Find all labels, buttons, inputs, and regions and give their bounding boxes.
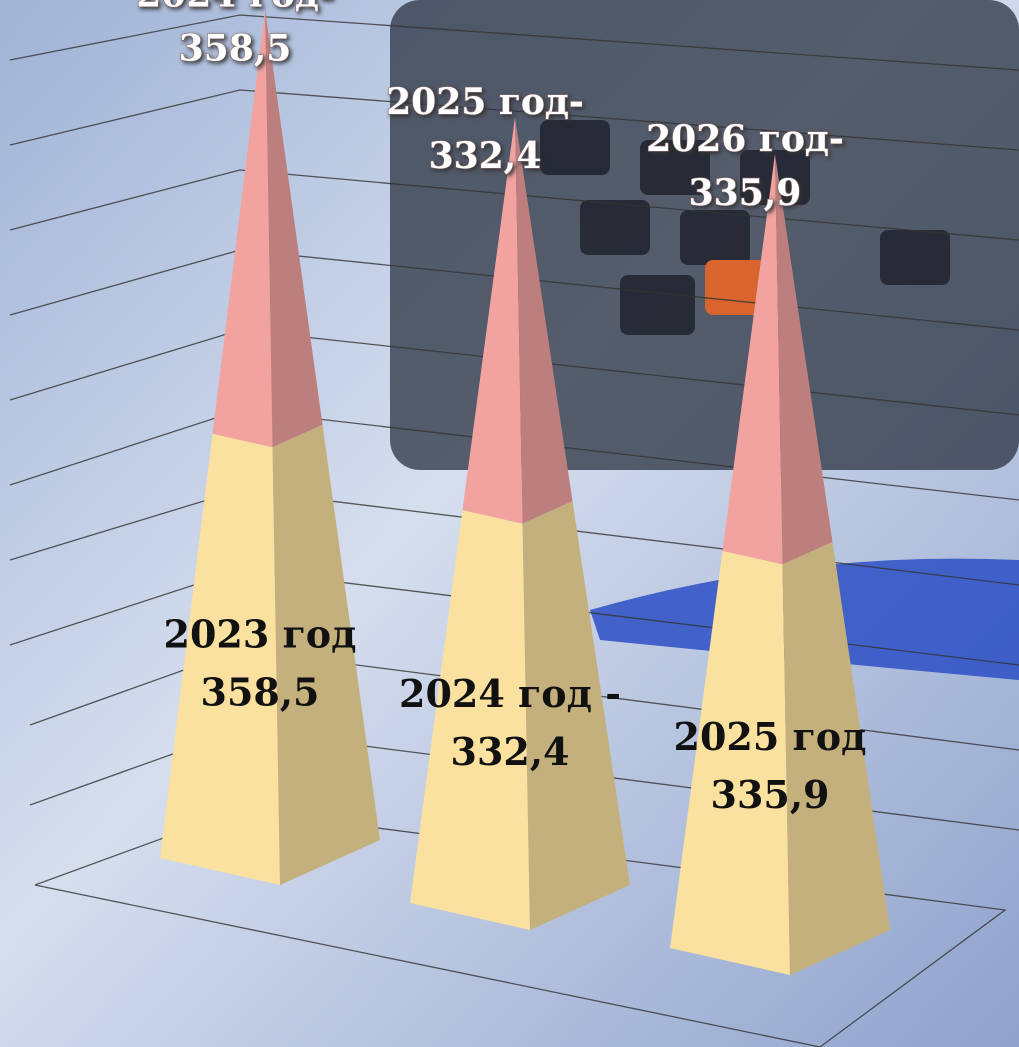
pyramid-segment (722, 153, 833, 565)
value-label: 358,5 (179, 28, 292, 70)
segment-label: 2025 год (674, 714, 867, 759)
face (722, 153, 783, 565)
face (212, 9, 273, 448)
value-label: 332,4 (451, 729, 570, 774)
segment-label: 2025 год- (386, 81, 584, 123)
face (775, 153, 833, 565)
value-label: 335,9 (711, 772, 830, 817)
keys (540, 120, 950, 335)
value-label: 358,5 (201, 669, 320, 714)
face (272, 424, 380, 885)
face (522, 501, 630, 930)
pyramid-segment (670, 541, 890, 975)
face (160, 433, 280, 885)
face (515, 117, 573, 524)
face (782, 541, 890, 975)
face (670, 550, 790, 975)
plot: 2023 год 358,5 2024 год- 358,5 2024 год - 332… (136, 0, 890, 975)
segment-label: 2026 год- (646, 118, 844, 160)
face (410, 510, 530, 930)
value-label: 332,4 (429, 135, 542, 177)
pyramid-segment (160, 424, 380, 885)
value-label: 335,9 (689, 172, 802, 214)
face (265, 9, 323, 448)
key-orange (705, 260, 770, 315)
segment-label: 2024 год - (399, 671, 621, 716)
face (462, 117, 523, 524)
pyramid-segment (212, 9, 323, 448)
pyramid-segment (410, 501, 630, 930)
pyramid-segment (462, 117, 573, 524)
segment-label: 2023 год (164, 611, 357, 656)
segment-label: 2024 год- (136, 0, 334, 16)
